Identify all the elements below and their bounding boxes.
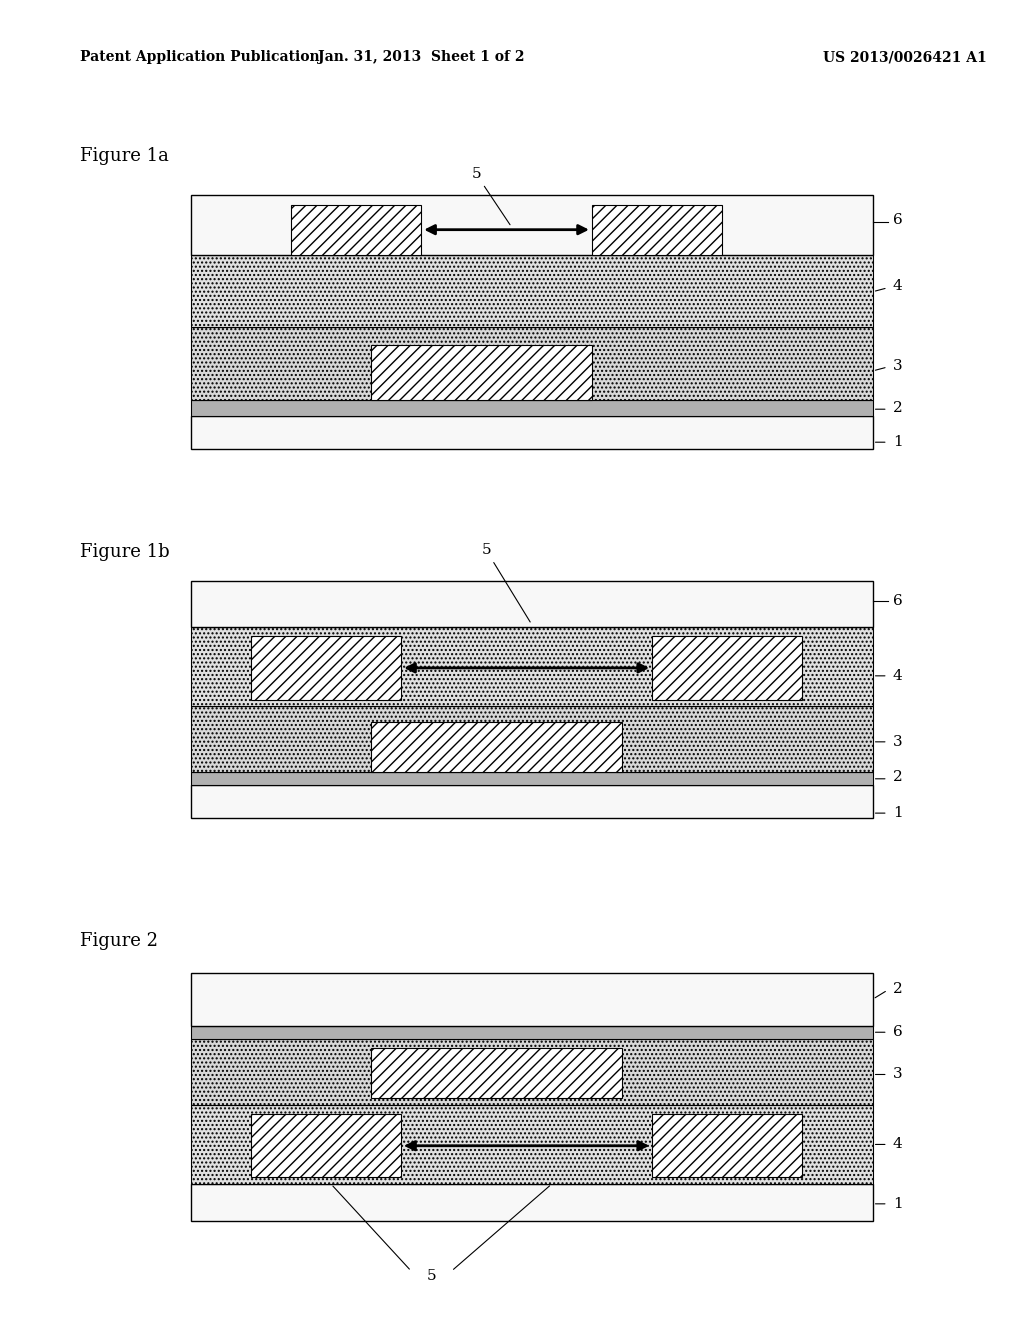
Bar xyxy=(652,636,803,700)
Text: 3: 3 xyxy=(893,1068,902,1081)
Text: 5: 5 xyxy=(427,1270,436,1283)
Text: 3: 3 xyxy=(893,359,902,372)
Bar xyxy=(190,706,872,772)
Bar xyxy=(190,400,872,416)
Text: 4: 4 xyxy=(893,280,902,293)
Bar xyxy=(371,345,592,400)
Bar xyxy=(190,1039,872,1105)
Text: Patent Application Publication: Patent Application Publication xyxy=(80,50,319,65)
Bar xyxy=(190,1184,872,1221)
Bar xyxy=(190,1026,872,1039)
Bar xyxy=(190,973,872,1026)
Text: Figure 2: Figure 2 xyxy=(80,932,159,950)
Bar xyxy=(371,1048,622,1098)
Bar xyxy=(190,1105,872,1184)
Bar xyxy=(190,255,872,327)
Bar xyxy=(190,327,872,400)
Text: 1: 1 xyxy=(893,1197,902,1210)
Text: US 2013/0026421 A1: US 2013/0026421 A1 xyxy=(822,50,986,65)
Bar xyxy=(190,416,872,449)
Text: 4: 4 xyxy=(893,669,902,682)
Bar xyxy=(592,205,722,255)
Text: 2: 2 xyxy=(893,771,902,784)
Bar xyxy=(291,205,421,255)
Text: 3: 3 xyxy=(893,735,902,748)
Text: 2: 2 xyxy=(893,982,902,995)
Text: 2: 2 xyxy=(893,401,902,414)
Text: Figure 1a: Figure 1a xyxy=(80,147,169,165)
Bar xyxy=(371,722,622,772)
Text: 1: 1 xyxy=(893,436,902,449)
Text: 5: 5 xyxy=(481,544,530,622)
Text: 6: 6 xyxy=(893,594,902,607)
Text: 6: 6 xyxy=(893,1026,902,1039)
Bar xyxy=(190,627,872,706)
Bar xyxy=(251,636,401,700)
Bar xyxy=(190,195,872,255)
Bar xyxy=(190,581,872,627)
Bar xyxy=(652,1114,803,1177)
Bar xyxy=(251,1114,401,1177)
Bar xyxy=(190,785,872,818)
Bar xyxy=(190,772,872,785)
Text: 1: 1 xyxy=(893,807,902,820)
Text: Jan. 31, 2013  Sheet 1 of 2: Jan. 31, 2013 Sheet 1 of 2 xyxy=(318,50,524,65)
Text: 5: 5 xyxy=(471,168,510,224)
Text: Figure 1b: Figure 1b xyxy=(80,543,170,561)
Text: 4: 4 xyxy=(893,1138,902,1151)
Text: 6: 6 xyxy=(893,214,902,227)
